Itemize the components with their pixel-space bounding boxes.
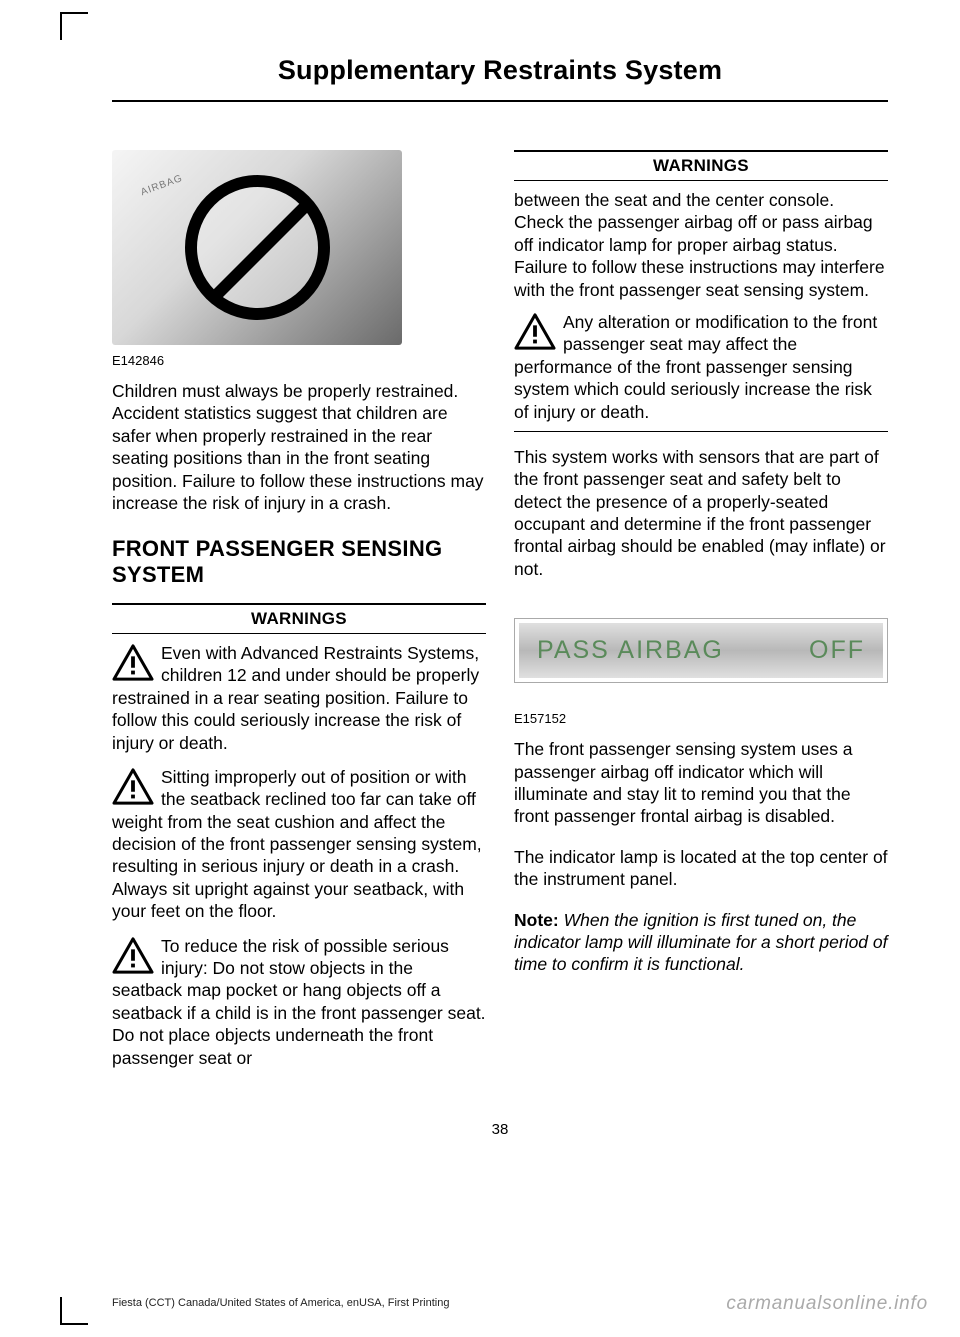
footer-imprint: Fiesta (CCT) Canada/United States of Ame… (112, 1297, 449, 1309)
figure-caption: E142846 (112, 353, 486, 368)
note-paragraph: Note: When the ignition is first tuned o… (514, 909, 888, 976)
warning-item: To reduce the risk of possible serious i… (112, 935, 486, 1069)
two-column-layout: AIRBAG E142846 Children must always be p… (112, 150, 888, 1081)
body-paragraph: The front passenger sensing system uses … (514, 738, 888, 828)
warning-text: Any alteration or modification to the fr… (514, 312, 877, 422)
warning-triangle-icon (514, 313, 556, 351)
warning-triangle-icon (112, 644, 154, 682)
warning-continuation: between the seat and the center console.… (514, 189, 888, 301)
pass-airbag-display: PASS AIRBAG OFF (519, 623, 883, 678)
body-paragraph: This system works with sensors that are … (514, 446, 888, 580)
pass-airbag-label: PASS AIRBAG (537, 636, 724, 665)
left-column: AIRBAG E142846 Children must always be p… (112, 150, 486, 1081)
footer-watermark: carmanualsonline.info (726, 1293, 928, 1315)
warning-triangle-icon (112, 937, 154, 975)
warning-item: Sitting improperly out of position or wi… (112, 766, 486, 923)
prohibition-circle-icon (185, 175, 330, 320)
pass-airbag-off-label: OFF (809, 636, 865, 665)
figure-no-child-airbag: AIRBAG (112, 150, 402, 345)
warnings-header: WARNINGS (112, 603, 486, 634)
body-paragraph: The indicator lamp is located at the top… (514, 846, 888, 891)
body-paragraph: Children must always be properly restrai… (112, 380, 486, 514)
figure-caption: E157152 (514, 711, 888, 726)
section-heading: FRONT PASSENGER SENSING SYSTEM (112, 536, 486, 587)
right-column: WARNINGS between the seat and the center… (514, 150, 888, 1081)
warning-item: Any alteration or modification to the fr… (514, 311, 888, 432)
pass-airbag-indicator-figure: PASS AIRBAG OFF (514, 618, 888, 683)
warning-item: Even with Advanced Restraints Systems, c… (112, 642, 486, 754)
warning-text: Sitting improperly out of position or wi… (112, 767, 482, 921)
crop-mark-bl (60, 1297, 88, 1325)
warnings-header: WARNINGS (514, 150, 888, 181)
warning-triangle-icon (112, 768, 154, 806)
note-label: Note: (514, 910, 559, 930)
note-text: When the ignition is first tuned on, the… (514, 910, 888, 975)
page-content: Supplementary Restraints System AIRBAG E… (112, 55, 888, 1277)
warning-text: Even with Advanced Restraints Systems, c… (112, 643, 479, 753)
page-title: Supplementary Restraints System (112, 55, 888, 102)
crop-mark-tl (60, 12, 88, 40)
prohibition-slash (206, 202, 309, 305)
warning-text: To reduce the risk of possible serious i… (112, 936, 486, 1068)
airbag-label: AIRBAG (139, 173, 184, 198)
page-number: 38 (112, 1121, 888, 1138)
